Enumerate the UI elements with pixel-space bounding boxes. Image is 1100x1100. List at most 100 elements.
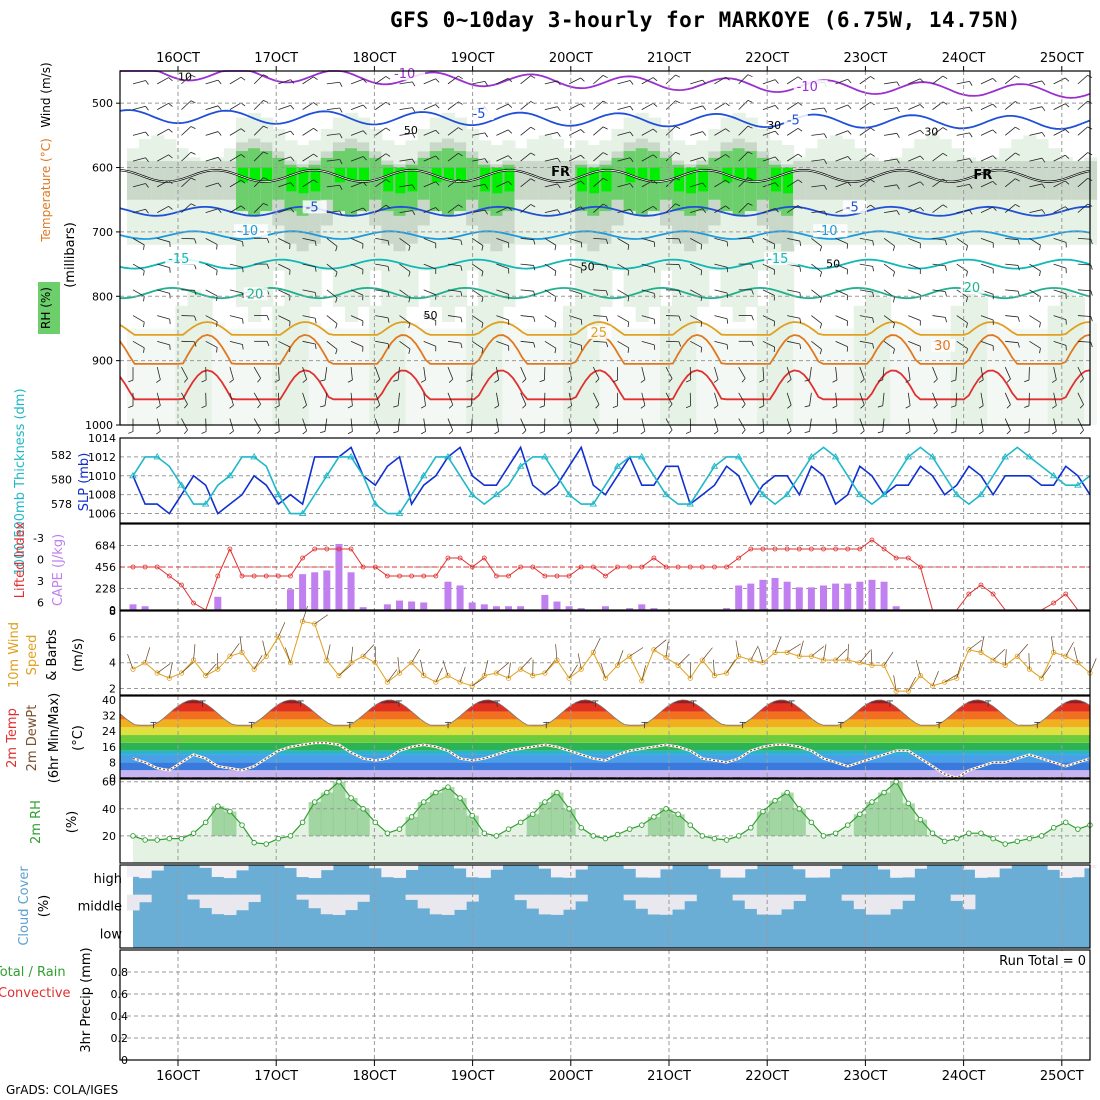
wind-speed-point: [287, 660, 294, 666]
wind-barb-flag: [263, 203, 269, 206]
wind-barb: [932, 392, 938, 406]
wind-barb-flag: [700, 270, 703, 276]
wind-barb-flag: [877, 431, 883, 434]
wind-barb-flag: [741, 378, 746, 383]
rh2m-point: [966, 830, 972, 836]
wind-barb-flag: [266, 238, 270, 244]
wind-barb-flag: [627, 244, 630, 250]
wind-barb: [423, 237, 436, 244]
rh2m-tick-20: 20: [102, 830, 116, 843]
thickness-point: [662, 490, 670, 498]
wind-barb: [350, 78, 364, 85]
wind-barb-flag: [216, 321, 218, 327]
rh2m-point: [154, 837, 160, 843]
wind-barb-flag: [595, 429, 600, 435]
cloud-high-clear: [369, 865, 382, 869]
wind-barb: [956, 315, 968, 324]
li-point: [469, 564, 475, 570]
wind-barb: [302, 263, 316, 268]
wind-barb-flag: [257, 429, 261, 434]
isotherm-label-bg: [842, 200, 867, 214]
cloud-middle-clear: [248, 894, 261, 903]
wind-barb-flag: [242, 267, 244, 273]
li-point: [615, 564, 620, 570]
rh-band-low: [672, 290, 686, 425]
wind-barb-flag: [448, 430, 454, 435]
wind-barb-flag: [557, 80, 561, 86]
li-point: [627, 564, 633, 570]
wind-speed-point: [808, 653, 814, 659]
upper-air-ytick-900: 900: [92, 355, 113, 368]
rh-band-bright: [262, 167, 273, 183]
thickness-tick-578: 578: [51, 498, 72, 511]
wind-barb: [835, 263, 848, 270]
wind-barb-flag: [533, 316, 536, 322]
rh2m-point: [542, 799, 548, 805]
rh-contour-label-50: 50: [404, 124, 418, 137]
wind-barb-flag: [156, 430, 161, 435]
cloud-high-clear: [793, 865, 806, 870]
wind-barb: [786, 179, 799, 188]
wind-barb: [714, 102, 726, 110]
wind-barb-flag: [145, 106, 149, 111]
rh2m-point: [614, 831, 621, 838]
wind-barb-flag: [335, 246, 338, 252]
thickness-point: [250, 453, 258, 460]
isotherm-label-bg: [233, 224, 268, 238]
wind-barb-flag: [819, 323, 823, 329]
wind-barb-flag: [240, 154, 246, 158]
rh2m-point: [663, 806, 669, 812]
precip-tick-0.4: 0.4: [111, 1010, 129, 1023]
wind-barb: [1004, 152, 1016, 162]
cloud-middle-clear: [514, 894, 528, 901]
rh2m-point: [130, 833, 136, 839]
wind-barb: [568, 77, 581, 85]
wind-barb: [665, 126, 676, 136]
wind-speed-point: [299, 618, 306, 624]
wind-barb: [714, 315, 728, 320]
wind-barb-flag: [183, 378, 188, 383]
wind-barb: [1077, 75, 1088, 85]
rh-band-low: [235, 328, 250, 425]
wind-barb-flag: [533, 265, 536, 271]
wind-speed-point: [736, 653, 742, 659]
cape-bar: [735, 585, 743, 610]
cape-bar: [650, 608, 658, 610]
li-tick--3: -3: [33, 532, 44, 545]
wind-barb: [253, 392, 261, 405]
wind-speed-point: [639, 678, 645, 684]
wind-barb-flag: [1064, 129, 1070, 134]
surface-wind-barb: [593, 637, 601, 653]
wind-barb-flag: [530, 75, 536, 79]
wind-barb: [326, 315, 338, 324]
thickness-point: [395, 509, 404, 517]
wind-barb-flag: [872, 292, 875, 298]
rh-band-green: [756, 157, 770, 200]
wind-barb-flag: [257, 378, 261, 383]
wind-barb-flag: [481, 348, 484, 354]
wind-barb: [932, 75, 944, 85]
top-date-label-20OCT: 20OCT: [549, 51, 593, 66]
wind-barb: [229, 102, 242, 110]
wind-barb-flag: [1064, 206, 1070, 211]
wind-barb: [1077, 340, 1091, 343]
cloud-high-clear: [454, 865, 467, 869]
wind-barb: [908, 207, 921, 213]
wind-barb-flag: [190, 74, 196, 78]
wind-barb: [326, 107, 340, 111]
wind-barb: [544, 106, 558, 111]
wind-barb: [738, 100, 749, 110]
li-point: [191, 600, 196, 606]
cloud-middle-clear: [296, 894, 310, 900]
wind-barb: [277, 392, 280, 406]
cloud-middle-clear: [441, 894, 455, 915]
wind-barb-flag: [128, 405, 134, 409]
wind-barb: [132, 289, 145, 297]
rh-band-low: [175, 305, 189, 425]
isotherm-label-bg: [587, 325, 612, 339]
wind-barb-flag: [143, 322, 145, 328]
wind-barb: [641, 366, 646, 380]
wind-barb-flag: [143, 296, 145, 302]
wind-barb: [229, 76, 242, 85]
wind-barb-flag: [420, 379, 426, 383]
